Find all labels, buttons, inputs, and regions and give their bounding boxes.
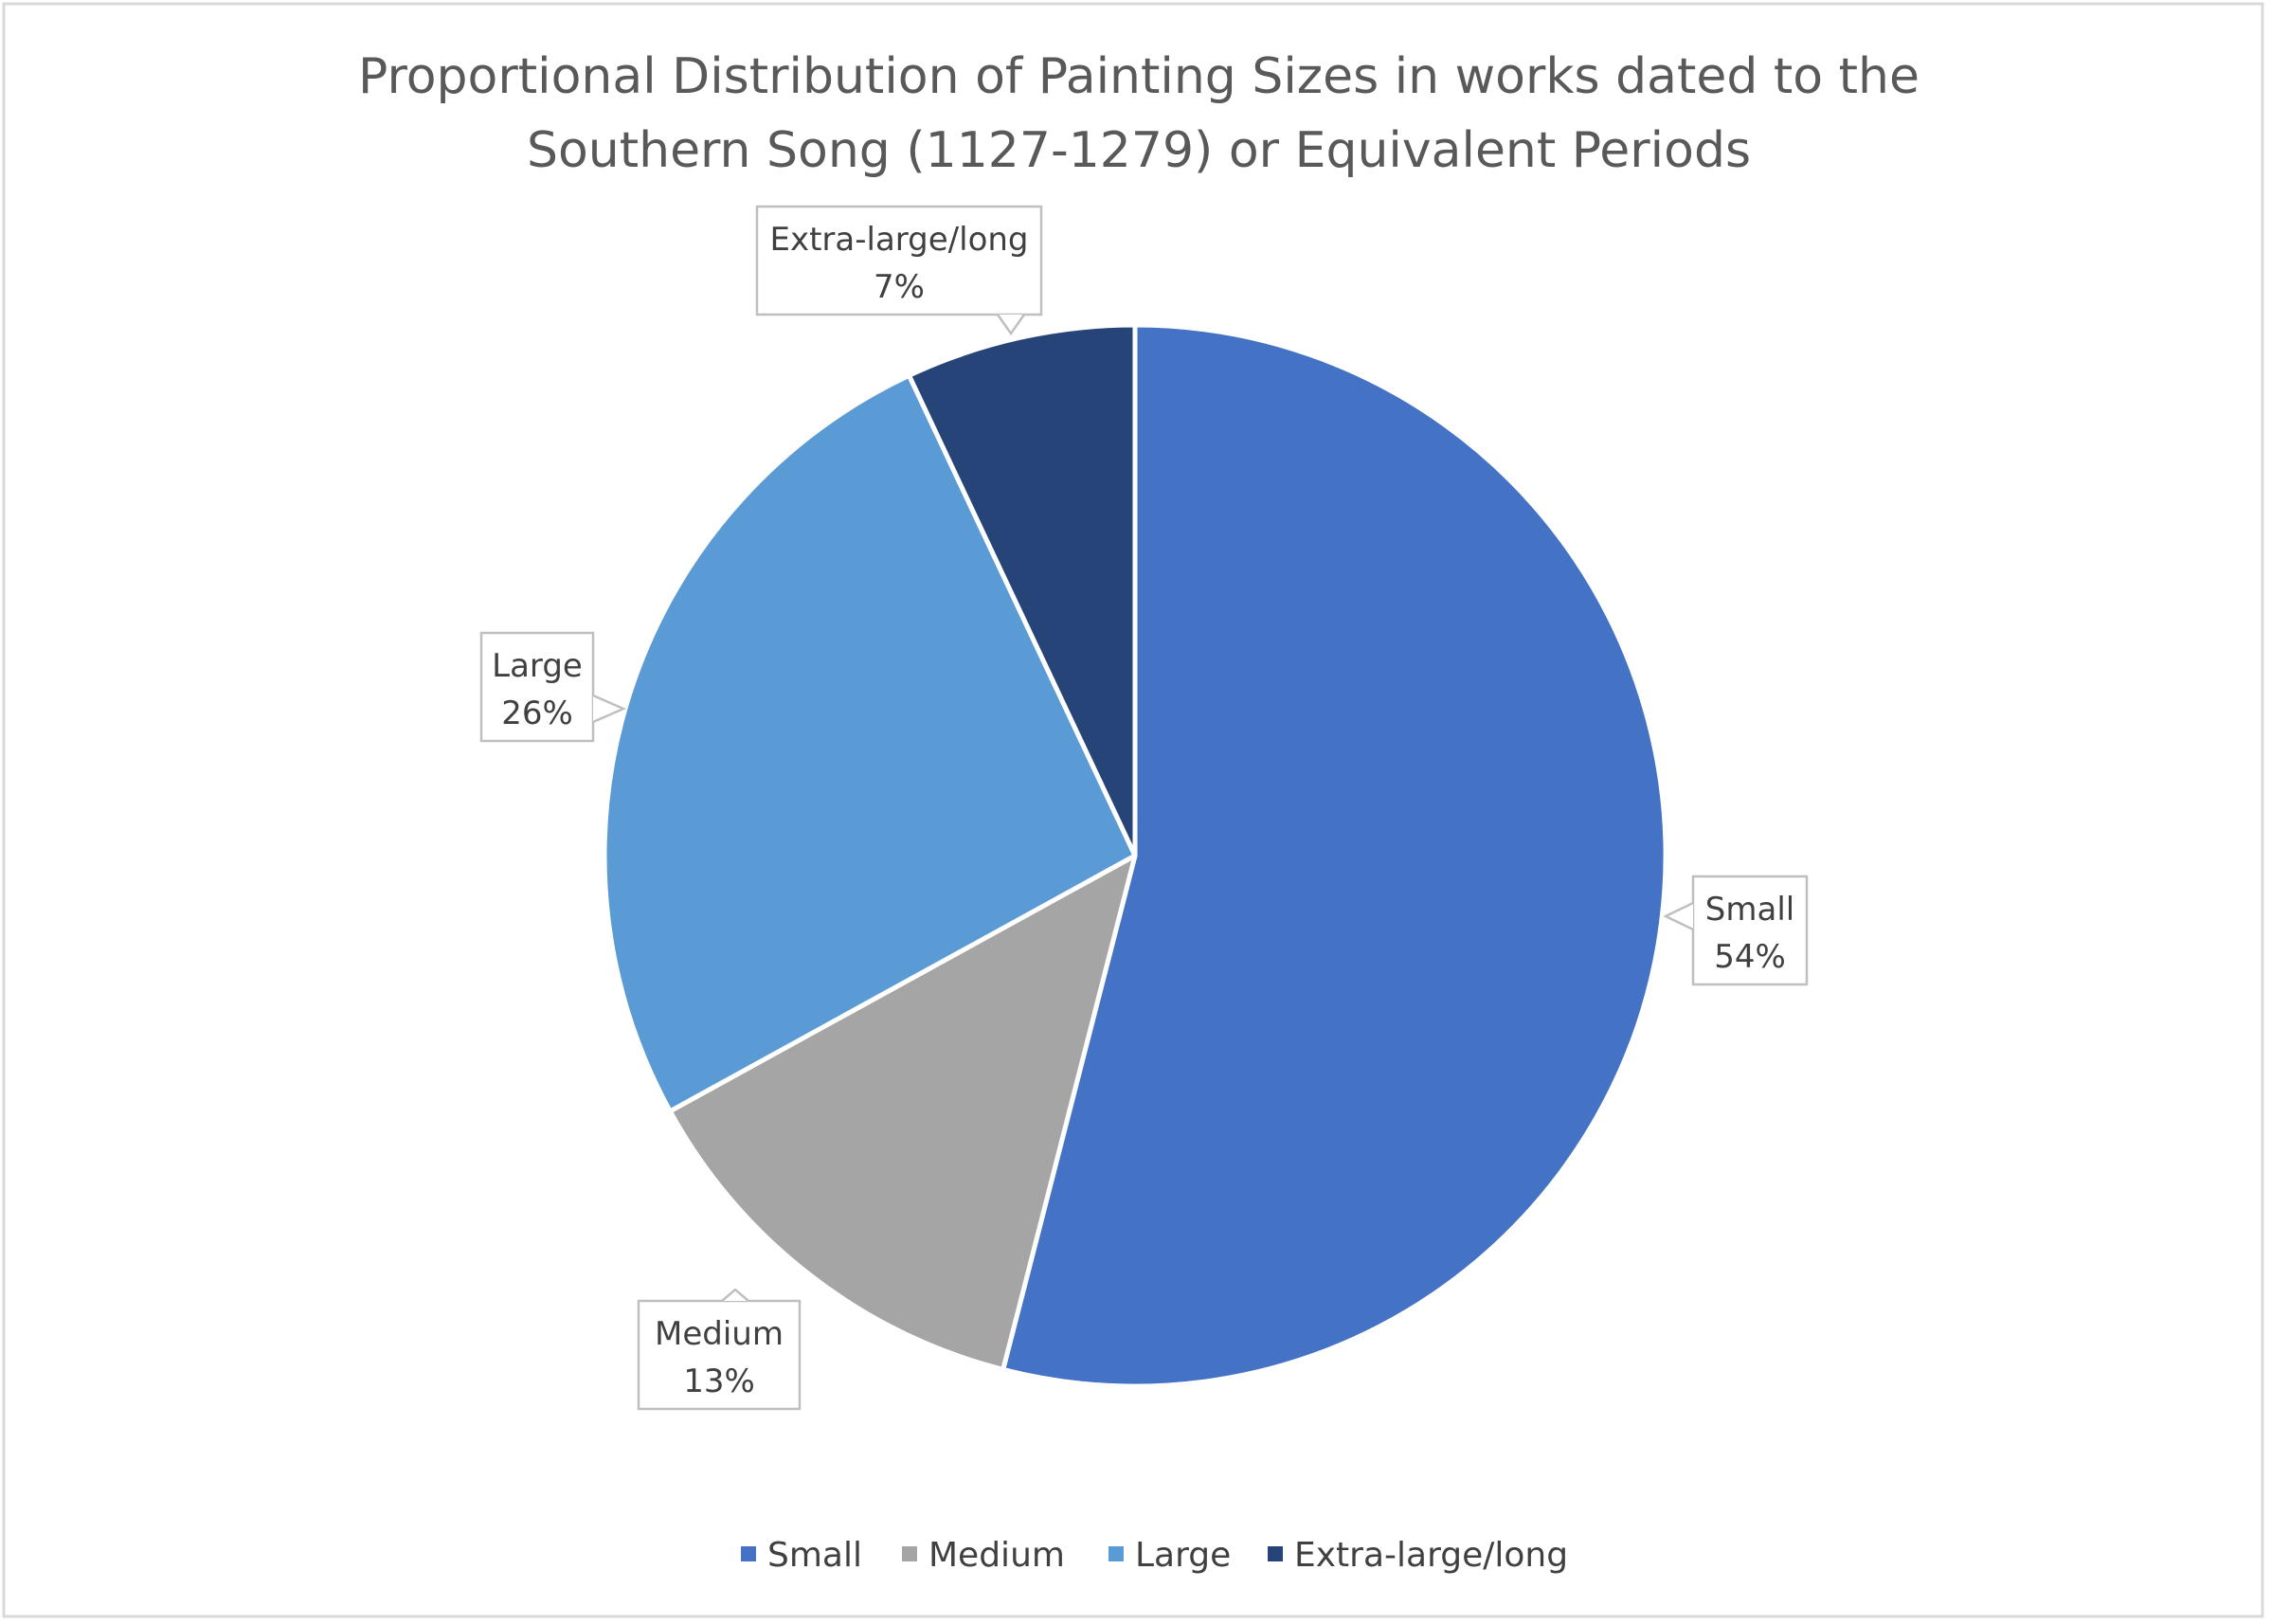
- callout-pointer: [592, 694, 627, 724]
- legend-label: Extra-large/long: [1294, 1536, 1568, 1575]
- pie-slice-extra-large-long: [907, 322, 1138, 858]
- data-label-callouts: Small 54% Medium 13% Large 26% Extra-large/lon…: [479, 205, 1809, 1411]
- pie-slice-large: [602, 372, 1138, 1114]
- data-label-category: Medium: [655, 1315, 784, 1353]
- chart-title-line-2: Southern Song (1127-1279) or Equivalent …: [527, 122, 1751, 179]
- data-label-medium: Medium 13%: [637, 1288, 802, 1411]
- callout-pointer: [1663, 901, 1694, 931]
- data-label-percent: 13%: [683, 1362, 755, 1400]
- legend-item-medium: Medium: [902, 1536, 1065, 1575]
- callout-box: [755, 205, 1043, 316]
- callout-box: [1691, 875, 1809, 986]
- pie-slice-medium: [667, 853, 1138, 1372]
- legend-label: Small: [767, 1536, 862, 1575]
- legend-swatch: [902, 1546, 917, 1561]
- data-label-category: Small: [1705, 891, 1794, 929]
- callout-box: [637, 1299, 802, 1411]
- data-label-percent: 54%: [1714, 938, 1786, 976]
- data-label-large: Large 26%: [479, 631, 627, 743]
- legend: Small Medium Large Extra-large/long: [741, 1536, 1568, 1575]
- pie-slices: [602, 322, 1668, 1389]
- data-label-category: Large: [492, 647, 583, 685]
- chart-title-line-1: Proportional Distribution of Painting Si…: [358, 48, 1920, 105]
- legend-label: Large: [1135, 1536, 1231, 1575]
- data-label-small: Small 54%: [1663, 875, 1809, 986]
- data-label-extra-large-long: Extra-large/long 7%: [755, 205, 1043, 336]
- data-label-percent: 7%: [874, 268, 925, 306]
- callout-pointer: [721, 1288, 749, 1302]
- legend-item-extra-large-long: Extra-large/long: [1268, 1536, 1568, 1575]
- legend-swatch: [741, 1546, 756, 1561]
- legend-item-small: Small: [741, 1536, 862, 1575]
- callout-box: [479, 631, 595, 743]
- data-label-category: Extra-large/long: [769, 221, 1028, 259]
- legend-swatch: [1108, 1546, 1124, 1561]
- legend-label: Medium: [928, 1536, 1065, 1575]
- legend-swatch: [1268, 1546, 1283, 1561]
- data-label-percent: 26%: [501, 695, 573, 732]
- legend-item-large: Large: [1108, 1536, 1231, 1575]
- pie-slice-small: [1000, 322, 1668, 1389]
- callout-pointer: [996, 314, 1026, 336]
